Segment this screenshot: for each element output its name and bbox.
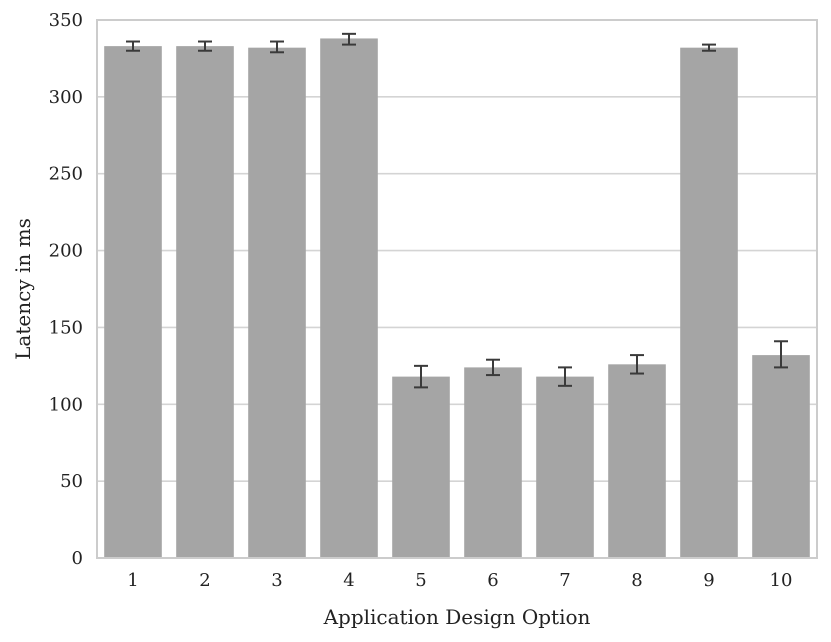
x-tick-label: 7 — [559, 570, 570, 591]
bar-5 — [392, 376, 450, 558]
bar-10 — [752, 355, 810, 558]
error-bar-5 — [414, 364, 428, 389]
error-bar-6 — [486, 358, 500, 377]
bar-8 — [608, 364, 666, 558]
x-tick-label: 9 — [703, 570, 714, 591]
error-bar-7 — [558, 366, 572, 387]
y-tick-label: 50 — [60, 471, 83, 492]
y-tick-label: 350 — [49, 10, 83, 31]
error-bar-3 — [270, 40, 284, 54]
error-bar-2 — [198, 40, 212, 52]
bar-3 — [248, 47, 306, 558]
x-tick-label: 5 — [415, 570, 426, 591]
bar-1 — [104, 46, 162, 558]
error-bar-1 — [126, 40, 140, 52]
bar-2 — [176, 46, 234, 558]
error-bar-9 — [702, 43, 716, 52]
x-tick-label: 10 — [770, 570, 793, 591]
bar-4 — [320, 38, 378, 558]
y-tick-label: 300 — [49, 87, 83, 108]
bar-9 — [680, 47, 738, 558]
bar-6 — [464, 367, 522, 558]
y-tick-label: 100 — [49, 394, 83, 415]
x-tick-label: 6 — [487, 570, 498, 591]
error-bar-10 — [774, 340, 788, 369]
y-tick-label: 250 — [49, 164, 83, 185]
bars — [104, 38, 810, 558]
bar-7 — [536, 376, 594, 558]
y-tick-label: 200 — [49, 241, 83, 262]
x-tick-label: 4 — [343, 570, 354, 591]
y-axis-label: Latency in ms — [11, 218, 35, 360]
error-bars — [126, 32, 788, 389]
y-tick-label: 0 — [72, 548, 83, 569]
error-bar-8 — [630, 354, 644, 375]
x-tick-label: 3 — [271, 570, 282, 591]
y-tick-labels: 0 50 100 150 200 250 300 350 — [49, 10, 83, 569]
x-axis-label: Application Design Option — [323, 605, 591, 629]
error-bar-4 — [342, 32, 356, 46]
x-tick-label: 1 — [127, 570, 138, 591]
plot-frame — [96, 19, 818, 559]
y-tick-label: 150 — [49, 317, 83, 338]
x-tick-label: 2 — [199, 570, 210, 591]
x-tick-labels: 1 2 3 4 5 6 7 8 9 10 — [127, 570, 792, 591]
x-tick-label: 8 — [631, 570, 642, 591]
